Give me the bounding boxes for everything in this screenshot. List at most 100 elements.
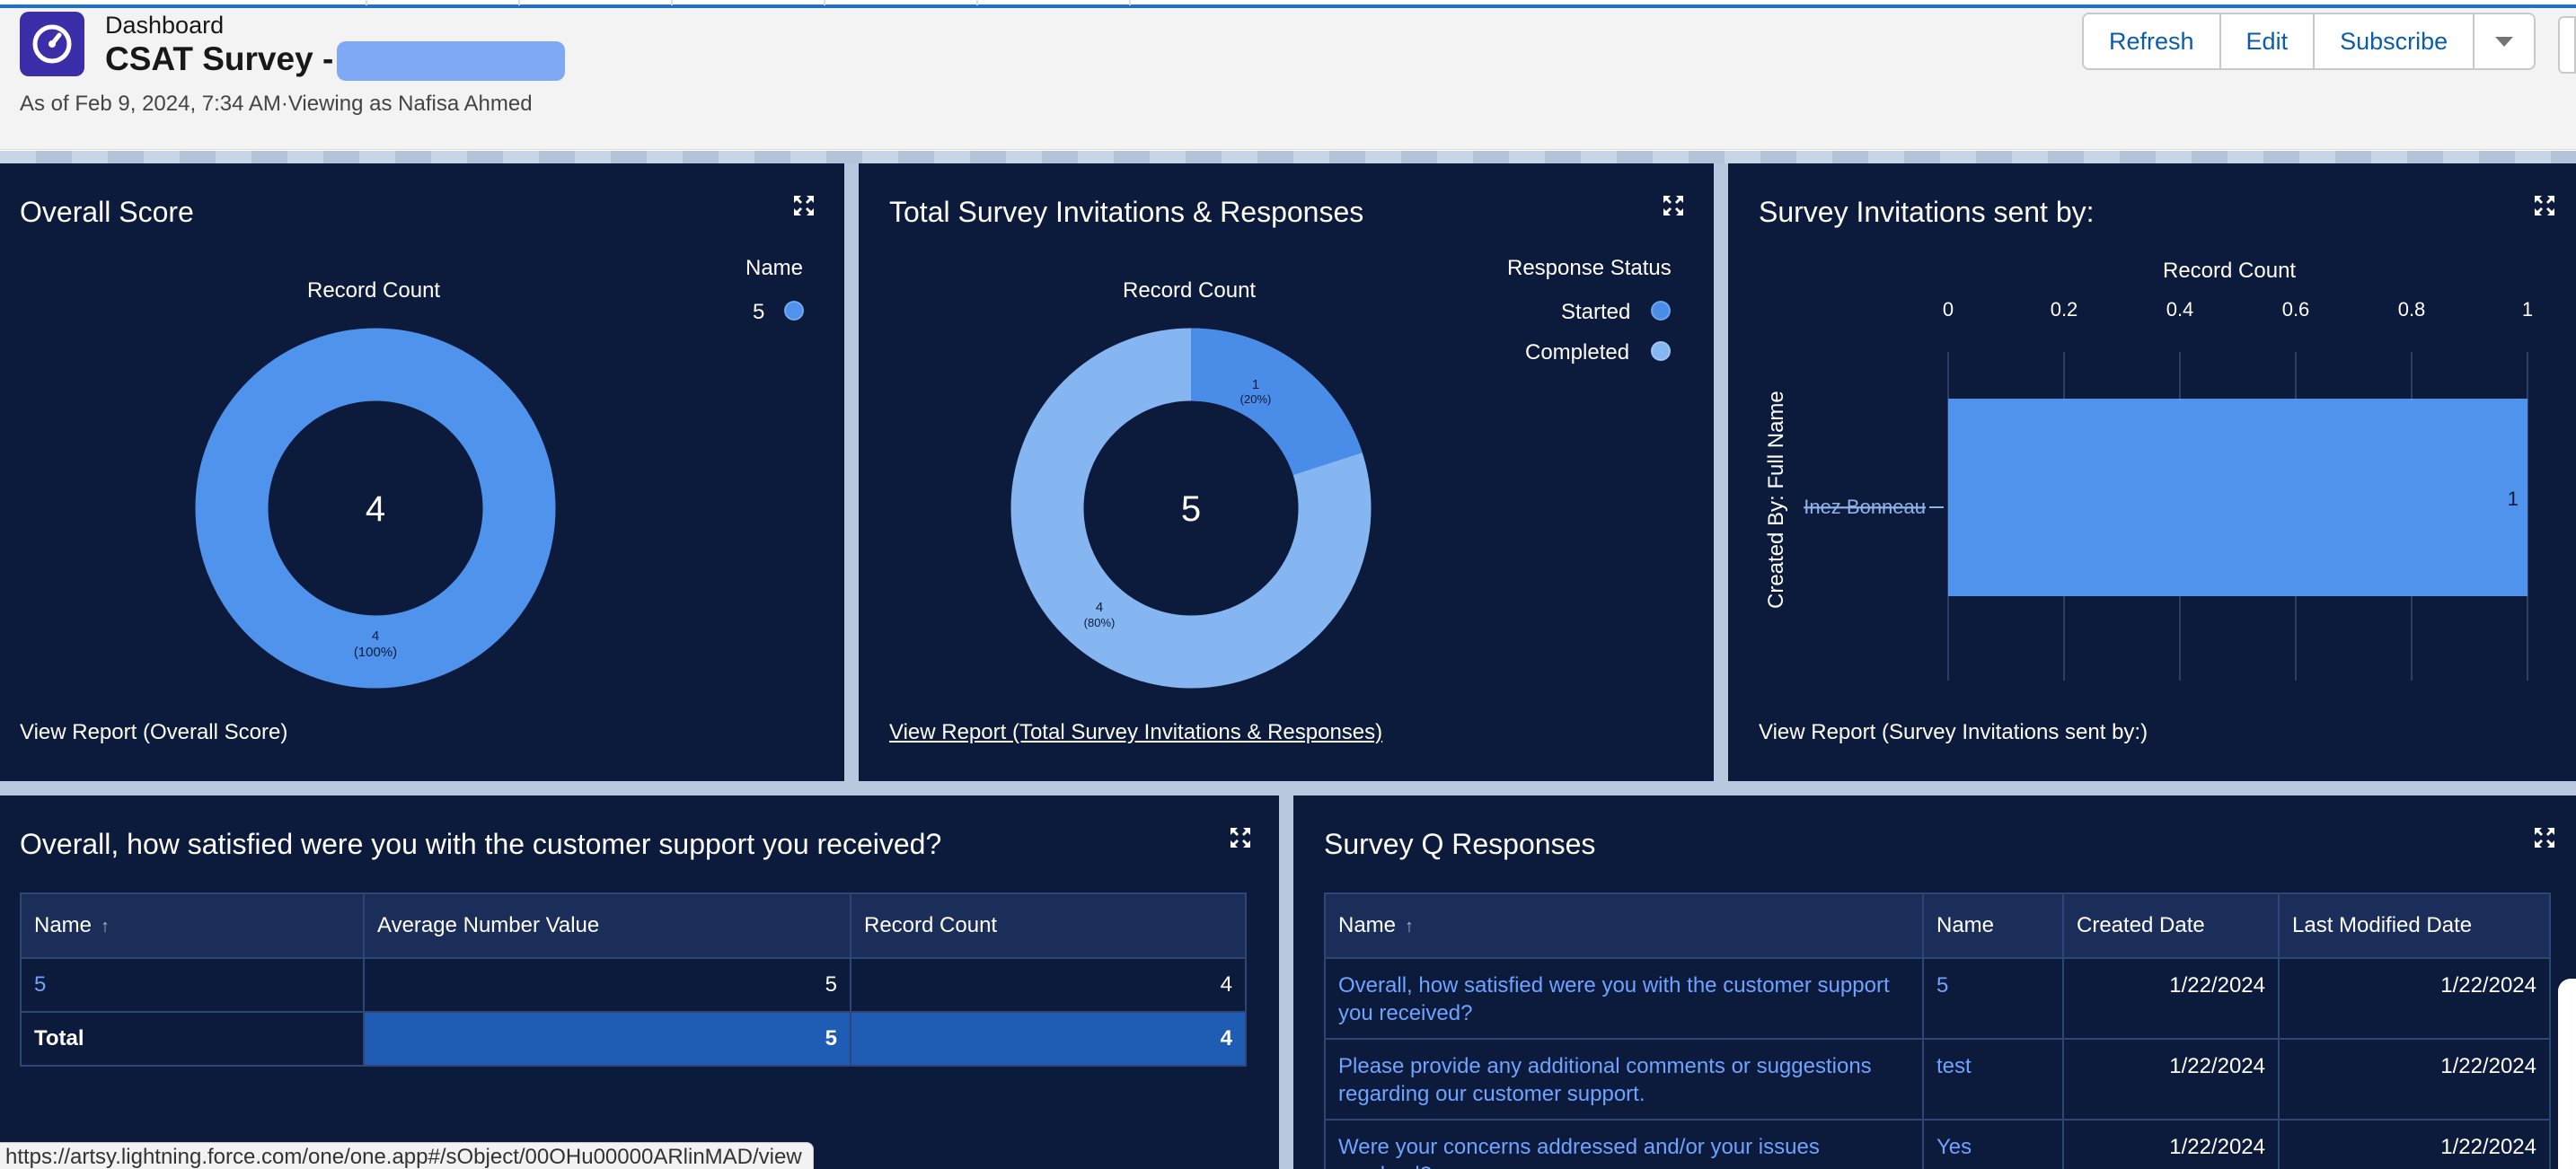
chart-label: Record Count bbox=[307, 278, 441, 303]
expand-icon[interactable] bbox=[2533, 194, 2556, 217]
slice-percent-label: (100%) bbox=[354, 645, 397, 660]
header-edge-control[interactable] bbox=[2558, 16, 2576, 74]
total-count: 4 bbox=[850, 1011, 1247, 1067]
answer-link[interactable]: 5 bbox=[1922, 957, 2064, 1040]
x-tick-label: 0.4 bbox=[2166, 298, 2194, 321]
page-title-text: CSAT Survey - bbox=[105, 40, 334, 77]
expand-icon[interactable] bbox=[1662, 194, 1685, 217]
row-average: 5 bbox=[363, 957, 851, 1013]
view-report-link[interactable]: View Report (Total Survey Invitations & … bbox=[889, 720, 1383, 744]
sort-ascending-icon[interactable]: ↑ bbox=[1405, 917, 1415, 936]
page-title: CSAT Survey - bbox=[105, 40, 566, 82]
page-subtitle: As of Feb 9, 2024, 7:34 AM·Viewing as Na… bbox=[20, 92, 533, 116]
legend-label-completed: Completed bbox=[1525, 340, 1630, 365]
header-button-group: Refresh Edit Subscribe bbox=[2082, 13, 2536, 70]
dashboard-canvas: Overall Score Record Count Name 5 4 4 (1… bbox=[0, 151, 2576, 1169]
total-average: 5 bbox=[363, 1011, 851, 1067]
view-report-link[interactable]: View Report (Overall Score) bbox=[20, 720, 288, 744]
gauge-icon bbox=[20, 12, 84, 76]
column-header-label: Name bbox=[1338, 913, 1397, 937]
slice-started-value: 1 bbox=[1252, 377, 1259, 392]
modified-date: 1/22/2024 bbox=[2278, 1038, 2551, 1121]
view-report-link[interactable]: View Report (Survey Invitations sent by:… bbox=[1759, 720, 2148, 744]
expand-icon[interactable] bbox=[1229, 826, 1252, 849]
legend-title: Name bbox=[745, 256, 804, 280]
legend-swatch-completed bbox=[1651, 341, 1671, 361]
total-label: Total bbox=[20, 1011, 365, 1067]
column-header-question[interactable]: Name ↑ bbox=[1324, 892, 1924, 959]
satisfaction-panel: Overall, how satisfied were you with the… bbox=[0, 795, 1279, 1169]
table-header-row: Name ↑ Average Number Value Record Count bbox=[20, 892, 1247, 959]
dashboard-header: Dashboard CSAT Survey - As of Feb 9, 202… bbox=[0, 8, 2576, 150]
sort-ascending-icon[interactable]: ↑ bbox=[101, 917, 110, 936]
column-header-average[interactable]: Average Number Value bbox=[363, 892, 851, 959]
overall-score-panel: Overall Score Record Count Name 5 4 4 (1… bbox=[0, 163, 844, 781]
more-actions-button[interactable] bbox=[2475, 14, 2535, 68]
question-link[interactable]: Please provide any additional comments o… bbox=[1324, 1038, 1924, 1121]
row-name-link[interactable]: 5 bbox=[20, 957, 365, 1013]
sent-by-bar-chart[interactable]: 0 0.2 0.4 0.6 0.8 1 1 Inez Bonneau bbox=[1728, 163, 2576, 781]
slice-completed-value: 4 bbox=[1096, 600, 1103, 615]
top-accent-bar bbox=[0, 0, 2576, 8]
tab-divider bbox=[1129, 0, 1131, 5]
donut-slice-started[interactable] bbox=[1010, 328, 1372, 689]
satisfaction-table: Name ↑ Average Number Value Record Count … bbox=[20, 892, 1247, 1067]
column-header-created[interactable]: Created Date bbox=[2062, 892, 2280, 959]
tab-divider bbox=[976, 0, 978, 5]
bar[interactable] bbox=[1948, 399, 2527, 596]
panel-title: Overall, how satisfied were you with the… bbox=[20, 828, 942, 860]
question-link[interactable]: Were your concerns addressed and/or your… bbox=[1324, 1119, 1924, 1169]
bar-value-label: 1 bbox=[2508, 488, 2519, 510]
tab-divider bbox=[671, 0, 673, 5]
expand-icon[interactable] bbox=[792, 194, 816, 217]
legend-label-started: Started bbox=[1561, 300, 1631, 324]
responses-panel: Survey Q Responses Name ↑ Name Created Da… bbox=[1293, 795, 2576, 1169]
table-row: Were your concerns addressed and/or your… bbox=[1324, 1119, 2551, 1169]
chevron-down-icon bbox=[2495, 37, 2514, 47]
column-header-answer[interactable]: Name bbox=[1922, 892, 2064, 959]
expand-icon[interactable] bbox=[2533, 826, 2556, 849]
column-header-record-count[interactable]: Record Count bbox=[850, 892, 1247, 959]
subscribe-button[interactable]: Subscribe bbox=[2315, 14, 2475, 68]
modified-date: 1/22/2024 bbox=[2278, 1119, 2551, 1169]
table-row: Please provide any additional comments o… bbox=[1324, 1038, 2551, 1121]
responses-table: Name ↑ Name Created Date Last Modified Da… bbox=[1324, 892, 2551, 1169]
table-total-row: Total 5 4 bbox=[20, 1011, 1247, 1067]
chart-label: Record Count bbox=[1123, 278, 1257, 303]
created-date: 1/22/2024 bbox=[2062, 957, 2280, 1040]
donut-slice[interactable] bbox=[195, 328, 556, 689]
x-axis-label: Record Count bbox=[2163, 259, 2297, 283]
panel-title: Survey Invitations sent by: bbox=[1759, 196, 2095, 228]
legend-title: Response Status bbox=[1507, 256, 1672, 280]
refresh-button[interactable]: Refresh bbox=[2084, 14, 2221, 68]
question-link[interactable]: Overall, how satisfied were you with the… bbox=[1324, 957, 1924, 1040]
x-tick-label: 0.2 bbox=[2051, 298, 2078, 321]
row-count: 4 bbox=[850, 957, 1247, 1013]
answer-link[interactable]: test bbox=[1922, 1038, 2064, 1121]
tab-divider bbox=[824, 0, 825, 5]
page-kicker: Dashboard bbox=[105, 12, 225, 39]
answer-link[interactable]: Yes bbox=[1922, 1119, 2064, 1169]
column-header-label: Name bbox=[34, 913, 93, 937]
donut-center-value: 5 bbox=[1181, 489, 1201, 529]
slice-started-percent: (20%) bbox=[1240, 392, 1272, 406]
overall-score-donut[interactable]: 4 4 (100%) bbox=[189, 321, 562, 695]
panel-title: Survey Q Responses bbox=[1324, 828, 1596, 860]
redacted-block bbox=[337, 41, 566, 82]
edit-button[interactable]: Edit bbox=[2220, 14, 2316, 68]
invitations-donut[interactable]: 5 1 (20%) 4 (80%) bbox=[1004, 321, 1378, 695]
donut-center-value: 4 bbox=[366, 489, 385, 529]
scrollbar[interactable] bbox=[2558, 979, 2576, 1169]
created-date: 1/22/2024 bbox=[2062, 1038, 2280, 1121]
column-header-name[interactable]: Name ↑ bbox=[20, 892, 365, 959]
sent-by-panel: Survey Invitations sent by: Record Count… bbox=[1728, 163, 2576, 781]
legend-swatch-started bbox=[1651, 301, 1671, 321]
bar-category-label: Inez Bonneau bbox=[1804, 496, 1926, 518]
column-header-modified[interactable]: Last Modified Date bbox=[2278, 892, 2551, 959]
legend-swatch bbox=[784, 301, 804, 321]
table-row: 5 5 4 bbox=[20, 957, 1247, 1013]
x-tick-label: 0.6 bbox=[2282, 298, 2310, 321]
slice-completed-percent: (80%) bbox=[1084, 616, 1116, 629]
table-row: Overall, how satisfied were you with the… bbox=[1324, 957, 2551, 1040]
x-tick-label: 0.8 bbox=[2398, 298, 2426, 321]
